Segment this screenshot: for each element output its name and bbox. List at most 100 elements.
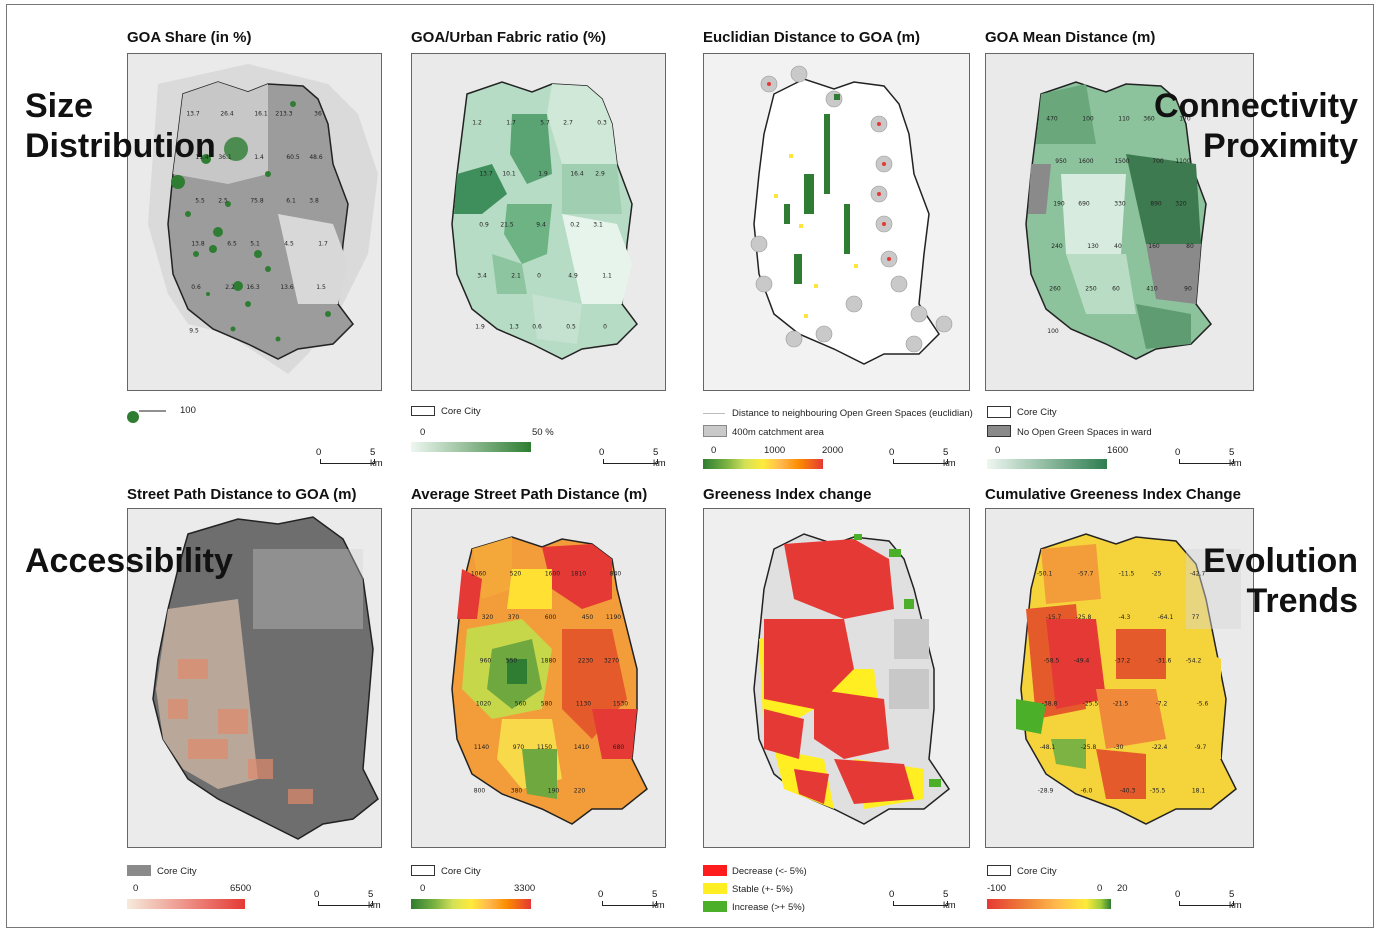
ward-value-label: 13.8 [191,241,205,248]
no-data-areas [889,619,929,709]
map-greeness-change[interactable] [703,508,970,848]
ward-value-label: 1530 [613,701,628,708]
ward-value-label: 960 [480,657,492,664]
map-goa-share-svg: 13.7 26.4 16.1 213.3 36 11.4 36.1 1.4 60.5 48.6 5.… [128,54,381,390]
map-goa-mean-distance[interactable]: 470 100 110 360 170 950 1600 1500 700 1100 190 690 3… [985,53,1254,391]
street-distance-patches [168,659,313,804]
ward-value-label: 1.7 [506,120,516,127]
ward-value-label: -37.2 [1115,657,1131,664]
ward-value-label: 470 [1046,115,1058,122]
ward-value-label: -48.1 [1040,744,1056,751]
legend-mid: 0 [1097,883,1103,894]
ward-value-label: 77 [1192,614,1200,621]
side-label-accessibility: Accessibility [25,542,233,580]
ward-value-label: 1.5 [316,284,326,291]
map-average-street-path[interactable]: 1060 520 1600 1810 840 320 370 600 450 1190 960 550… [411,508,666,848]
ward-value-label: 2230 [578,657,593,664]
ward-value-label: 16.1 [254,111,268,118]
ward-value-label: -25.8 [1081,744,1097,751]
ward-value-label: -28.9 [1038,787,1054,794]
legend-increase-label: Increase (>+ 5%) [732,902,805,913]
ward-value-label: 5.7 [540,120,550,127]
legend-circle-icon [127,410,166,423]
legend-core-city-label: Core City [157,866,197,877]
ward-value-label: 13.6 [280,284,294,291]
panel-title-goa-urban-ratio: GOA/Urban Fabric ratio (%) [411,29,607,46]
ward-value-label: -35.5 [1150,787,1166,794]
decrease-areas [764,539,914,804]
ward-value-label: 3.4 [477,273,487,280]
legend-green-ramp [411,442,531,452]
ward-value-label: 1190 [606,614,621,621]
ward-value-label: 360 [1143,115,1155,122]
ward-labels-average-street-path: 1060 520 1600 1810 840 320 370 600 450 1190 960 550… [471,571,628,795]
ward-value-label: 1.9 [538,171,548,178]
ward-value-label: 1500 [1114,158,1129,165]
ward-value-label: 970 [513,744,525,751]
ward-value-label: 130 [1087,243,1099,250]
side-label-size: Size Distribution [25,86,216,166]
ward-value-label: 950 [1055,158,1067,165]
ward-value-label: 60.5 [286,154,300,161]
ward-value-label: 0.5 [566,324,576,331]
ward-value-label: 36.1 [218,154,232,161]
ward-value-label: 0.6 [532,324,542,331]
ward-value-label: 4.5 [284,241,294,248]
ward-value-label: -38.8 [1042,701,1058,708]
ward-value-label: 370 [508,614,520,621]
ward-labels-goa-share: 13.7 26.4 16.1 213.3 36 11.4 36.1 1.4 60.5 48.6 5.… [186,111,328,335]
map-cumulative-greeness[interactable]: -50.1 -57.7 -11.5 -25 -42.7 -15.7 -25.8 -4.3 -64… [985,508,1254,848]
ward-value-label: 213.3 [275,111,292,118]
legend-min: 0 [995,445,1001,456]
map-goa-share[interactable]: 13.7 26.4 16.1 213.3 36 11.4 36.1 1.4 60.5 48.6 5.… [127,53,382,391]
ward-value-label: 410 [1146,285,1158,292]
ward-value-label: 320 [482,614,494,621]
ward-value-label: 700 [1152,158,1164,165]
ward-value-label: 16.3 [246,284,260,291]
ward-labels-cumulative-greeness: -50.1 -57.7 -11.5 -25 -42.7 -15.7 -25.8 -4.3 -64… [1037,571,1209,795]
map-euclidian-distance[interactable] [703,53,970,391]
ward-value-label: -31.6 [1156,657,1172,664]
ward-value-label: 36 [314,111,322,118]
legend-min: 0 [420,883,426,894]
ward-labels-goa-mean-distance: 470 100 110 360 170 950 1600 1500 700 1100 190 690 3… [1046,115,1194,334]
ward-labels-goa-urban-ratio: 1.2 1.7 5.7 2.7 0.3 13.7 10.1 1.9 16.4 2.9 0.9 21.5… [472,120,612,331]
side-label-evo-line1: Evolution [1203,542,1358,580]
map-street-path-distance[interactable] [127,508,382,848]
ward-value-label: -50.1 [1037,571,1053,578]
ward-value-label: 1020 [476,701,491,708]
ward-value-label: 250 [1085,285,1097,292]
ward-value-label: 1100 [1175,158,1190,165]
legend-tick-0: 0 [711,445,717,456]
red-points [767,82,891,261]
ward-value-label: -15.7 [1046,614,1062,621]
ward-value-label: 10.1 [502,171,516,178]
legend-no-ogs-label: No Open Green Spaces in ward [1017,427,1152,438]
ward-value-label: -22.4 [1152,744,1168,751]
ward-value-label: 240 [1051,243,1063,250]
ward-value-label: 550 [506,657,518,664]
legend-max: 6500 [230,883,252,894]
ward-value-label: -40.3 [1120,787,1136,794]
panel-title-cumulative-greeness: Cumulative Greeness Index Change [985,486,1241,503]
panel-title-goa-share: GOA Share (in %) [127,29,252,46]
ward-value-label: 1.2 [472,120,482,127]
ward-value-label: 0.3 [597,120,607,127]
ward-value-label: 2.7 [563,120,573,127]
panel-title-goa-mean-distance: GOA Mean Distance (m) [985,29,1156,46]
ward-value-label: 1.7 [318,241,328,248]
ward-value-label: 2.2 [225,284,235,291]
ward-value-label: -7.2 [1156,701,1168,708]
legend-no-ogs-swatch [987,425,1011,437]
map-goa-urban-ratio[interactable]: 1.2 1.7 5.7 2.7 0.3 13.7 10.1 1.9 16.4 2.9 0.9 21.5… [411,53,666,391]
goa-patches [784,94,850,284]
ward-value-label: 1600 [545,571,560,578]
ward-value-label: 1810 [571,571,586,578]
ward-value-label: 680 [613,744,625,751]
side-label-conn-line1: Connectivity [1153,87,1358,125]
ward-value-label: -11.5 [1119,571,1135,578]
ward-value-label: 110 [1118,115,1130,122]
ward-value-label: 40 [1114,243,1122,250]
